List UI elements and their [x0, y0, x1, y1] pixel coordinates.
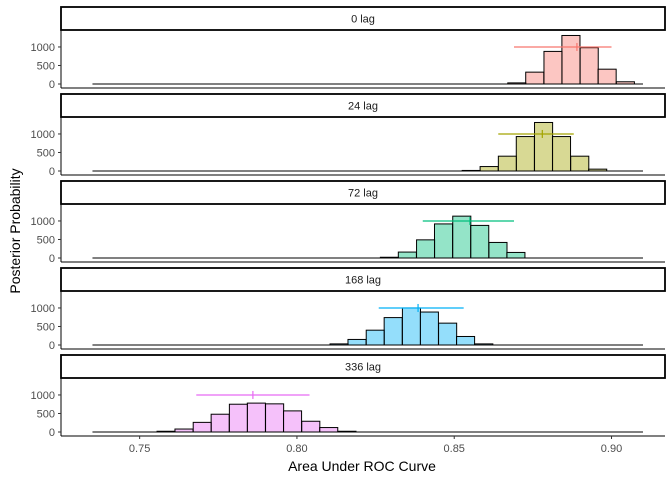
facet-panel: 336 lag 0 500 1000	[31, 354, 666, 439]
y-tick-label: 0	[49, 253, 55, 265]
x-axis-title: Area Under ROC Curve	[288, 458, 436, 474]
histogram-bar	[265, 403, 285, 433]
histogram-bar	[456, 335, 476, 346]
y-tick-label: 0	[49, 427, 55, 439]
histogram-bar	[615, 81, 635, 85]
histogram-bar	[534, 121, 554, 172]
histogram-bar	[383, 317, 403, 346]
histogram-bar	[597, 68, 617, 85]
y-tick-label: 500	[37, 321, 55, 333]
y-tick-label: 500	[37, 147, 55, 159]
facet-strip	[60, 180, 666, 205]
histogram-bar	[543, 50, 563, 85]
y-tick-label: 1000	[31, 216, 55, 228]
y-tick-label: 1000	[31, 303, 55, 315]
histogram-bar	[433, 223, 454, 259]
histogram-bar	[452, 215, 472, 259]
histogram-bar	[246, 402, 266, 433]
y-axis-title: Posterior Probability	[7, 168, 23, 293]
histogram-bar	[192, 421, 212, 433]
histogram-bar	[588, 168, 608, 172]
facet-strip-label: 24 lag	[348, 101, 378, 113]
histogram-bar	[479, 166, 499, 172]
y-tick-label: 1000	[31, 129, 55, 141]
x-tick-label: 0.80	[286, 443, 307, 455]
facet-panels: 0 lag 0 500 1000 24 lag 0 500 1000 72 lag 0 500 100…	[31, 6, 666, 439]
histogram-bar	[301, 420, 321, 433]
histogram-bar	[506, 251, 526, 259]
y-tick-label: 500	[37, 408, 55, 420]
histogram-bar	[507, 82, 527, 85]
x-tick-label: 0.85	[444, 443, 465, 455]
histogram-bar	[461, 169, 481, 172]
histogram-bar	[329, 343, 349, 346]
histogram-bar	[525, 71, 545, 85]
facet-panel: 0 lag 0 500 1000	[31, 6, 666, 91]
x-tick-label: 0.90	[601, 443, 622, 455]
histogram-bar	[474, 343, 494, 346]
histogram-bar	[365, 329, 385, 346]
histogram-bar	[579, 47, 599, 85]
histogram-bar	[319, 427, 339, 433]
y-tick-label: 0	[49, 340, 55, 352]
y-tick-label: 1000	[31, 42, 55, 54]
facet-strip-label: 72 lag	[348, 188, 378, 200]
histogram-bar	[347, 338, 367, 346]
histogram-bar	[561, 34, 581, 85]
facet-strip	[60, 354, 666, 379]
x-axis: 0.75 0.80 0.85 0.90	[129, 436, 622, 455]
y-tick-label: 500	[37, 60, 55, 72]
histogram-bar	[337, 430, 357, 433]
histogram-bar	[210, 413, 230, 433]
histogram-bar	[470, 224, 490, 259]
histogram-bar	[419, 311, 439, 346]
histogram-bar	[379, 256, 399, 259]
facet-strip-label: 336 lag	[345, 362, 381, 374]
y-tick-label: 1000	[31, 390, 55, 402]
histogram-bar	[174, 428, 194, 433]
x-tick-label: 0.75	[129, 443, 150, 455]
histogram-bar	[551, 136, 572, 172]
histogram-bar	[515, 136, 535, 172]
histogram-bar	[401, 307, 421, 346]
facet-strip-label: 168 lag	[345, 275, 381, 287]
facet-strip	[60, 6, 666, 31]
facet-strip	[60, 267, 666, 292]
y-tick-label: 500	[37, 234, 55, 246]
histogram-bar	[488, 241, 508, 259]
facet-panel: 168 lag 0 500 1000	[31, 267, 666, 352]
y-tick-label: 0	[49, 79, 55, 91]
histogram-bar	[397, 251, 417, 259]
histogram-bar	[282, 410, 303, 433]
histogram-bar	[497, 155, 517, 172]
facet-panel: 72 lag 0 500 1000	[31, 180, 666, 265]
histogram-bar	[416, 239, 436, 259]
histogram-bar	[156, 430, 176, 433]
histogram-bar	[570, 155, 590, 172]
facet-strip-label: 0 lag	[351, 14, 375, 26]
y-tick-label: 0	[49, 166, 55, 178]
facet-panel: 24 lag 0 500 1000	[31, 93, 666, 178]
histogram-bar	[438, 322, 458, 346]
histogram-bar	[228, 403, 248, 433]
facet-strip	[60, 93, 666, 118]
